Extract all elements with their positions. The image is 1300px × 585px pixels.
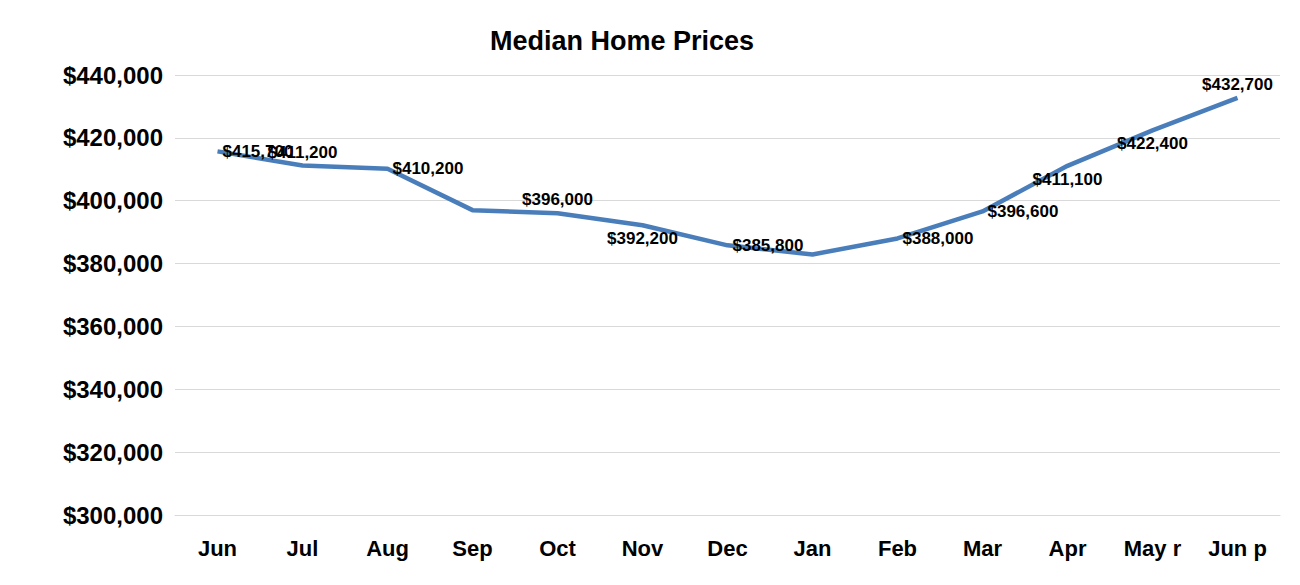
svg-text:Jul: Jul: [287, 536, 319, 561]
svg-text:$380,000: $380,000: [63, 250, 163, 277]
svg-text:Mar: Mar: [963, 536, 1003, 561]
svg-text:$320,000: $320,000: [63, 439, 163, 466]
svg-text:$420,000: $420,000: [63, 124, 163, 151]
svg-text:$422,400: $422,400: [1117, 134, 1188, 153]
svg-text:$396,600: $396,600: [988, 202, 1059, 221]
svg-text:$360,000: $360,000: [63, 313, 163, 340]
svg-text:Dec: Dec: [707, 536, 747, 561]
svg-text:May r: May r: [1124, 536, 1182, 561]
svg-text:Nov: Nov: [622, 536, 664, 561]
svg-text:$400,000: $400,000: [63, 187, 163, 214]
svg-text:$411,100: $411,100: [1033, 170, 1103, 189]
svg-text:Jun p: Jun p: [1208, 536, 1267, 561]
svg-text:Oct: Oct: [539, 536, 576, 561]
svg-text:$396,000: $396,000: [522, 190, 593, 209]
svg-text:$385,800: $385,800: [733, 236, 804, 255]
svg-text:$392,200: $392,200: [607, 229, 678, 248]
svg-text:Aug: Aug: [366, 536, 409, 561]
svg-text:Apr: Apr: [1049, 536, 1087, 561]
svg-text:$432,700: $432,700: [1202, 75, 1273, 94]
svg-text:$300,000: $300,000: [63, 502, 163, 529]
svg-text:Median Home Prices: Median Home Prices: [490, 26, 754, 56]
svg-text:$411,200: $411,200: [268, 143, 338, 162]
svg-text:Jan: Jan: [794, 536, 832, 561]
svg-text:Feb: Feb: [878, 536, 917, 561]
svg-text:$440,000: $440,000: [63, 62, 163, 89]
svg-text:Sep: Sep: [452, 536, 492, 561]
svg-text:Jun: Jun: [198, 536, 237, 561]
svg-text:$340,000: $340,000: [63, 376, 163, 403]
svg-text:$410,200: $410,200: [393, 159, 464, 178]
svg-text:$388,000: $388,000: [903, 229, 974, 248]
svg-text:$415,700: $415,700: [222, 141, 294, 161]
